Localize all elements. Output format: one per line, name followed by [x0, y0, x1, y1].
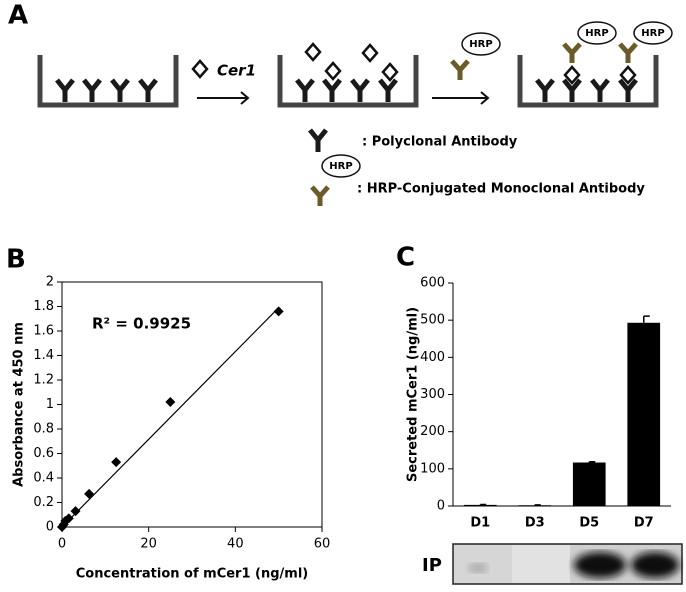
annotation: R² = 0.9925: [92, 315, 191, 333]
y-tick-label: 1: [46, 397, 54, 412]
x-tick-label: D7: [634, 516, 654, 531]
panel-label: C: [396, 243, 415, 273]
bar: [627, 323, 660, 506]
hrp-label: HRP: [585, 28, 608, 39]
y-tick-label: 1.4: [33, 348, 54, 363]
y-tick-label: 0.2: [33, 495, 54, 510]
legend-text: : HRP-Conjugated Monoclonal Antibody: [357, 182, 645, 197]
data-point: [274, 306, 284, 316]
data-point: [84, 489, 94, 499]
error-bar: [644, 316, 650, 323]
legend-antibody: [310, 130, 326, 152]
y-tick-label: 1.8: [33, 299, 54, 314]
y-tick-label: 0.6: [33, 446, 54, 461]
x-tick-label: D3: [525, 516, 545, 531]
well: [40, 55, 656, 105]
y-tick-label: 1.2: [33, 373, 54, 388]
data-point: [71, 506, 81, 516]
y-axis-label: Secreted mCer1 (ng/ml): [406, 307, 421, 482]
data-point: [165, 397, 175, 407]
x-tick-label: D1: [470, 516, 490, 531]
x-tick-label: 20: [140, 537, 157, 552]
blot-label: IP: [422, 555, 442, 576]
antibody: [57, 80, 636, 102]
y-tick-label: 0: [46, 520, 54, 535]
x-tick-label: 60: [314, 537, 331, 552]
y-tick-label: 1.6: [33, 324, 54, 339]
arrow: [197, 92, 488, 104]
data-point: [111, 457, 121, 467]
y-tick-label: 0.4: [33, 471, 54, 486]
y-tick-label: 600: [420, 276, 445, 291]
y-tick-label: 200: [420, 424, 445, 439]
y-tick-label: 2: [46, 275, 54, 290]
hrp-label: HRP: [469, 39, 492, 50]
y-tick-label: 0: [437, 499, 445, 514]
y-tick-label: 0.8: [33, 422, 54, 437]
hrp-label: HRP: [641, 28, 664, 39]
y-tick-label: 400: [420, 350, 445, 365]
panel-label: B: [6, 245, 26, 275]
analyte-label: Cer1: [217, 62, 256, 80]
x-tick-label: 0: [58, 537, 66, 552]
x-tick-label: 40: [227, 537, 244, 552]
panel-label: A: [8, 1, 28, 31]
x-axis-label: Concentration of mCer1 (ng/ml): [76, 567, 308, 582]
y-tick-label: 300: [420, 387, 445, 402]
y-tick-label: 100: [420, 461, 445, 476]
hrp-label: HRP: [329, 161, 352, 172]
error-bar: [589, 462, 595, 463]
y-axis-label: Absorbance at 450 nm: [12, 322, 27, 487]
trendline: [62, 308, 279, 527]
x-tick-label: D5: [579, 516, 599, 531]
y-tick-label: 500: [420, 313, 445, 328]
legend-text: : Polyclonal Antibody: [362, 135, 518, 150]
bar: [573, 463, 606, 506]
blot: [453, 544, 682, 584]
